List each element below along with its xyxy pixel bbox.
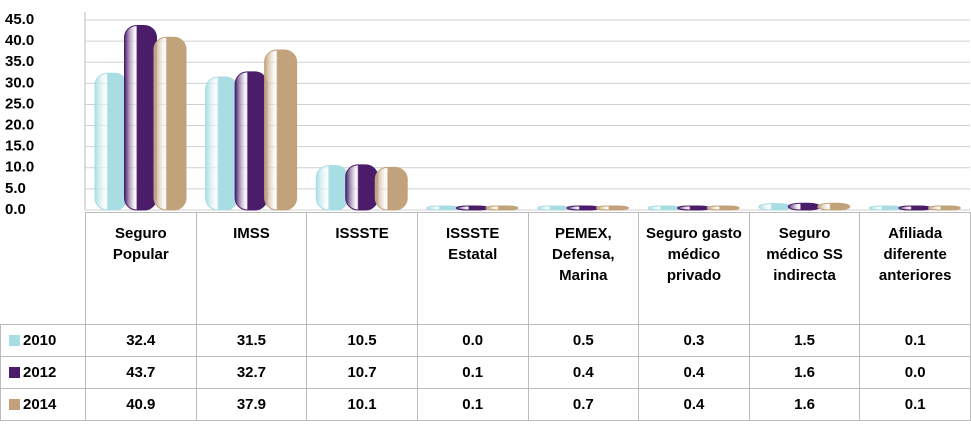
x-tick-label: PEMEX, Defensa, Marina (527, 212, 640, 325)
y-tick-label: 5.0 (5, 180, 26, 197)
bar (566, 205, 600, 211)
y-tick-label: 40.0 (5, 32, 34, 49)
bar (868, 205, 902, 211)
data-label: 1.6 (748, 356, 861, 389)
legend-swatch (9, 367, 20, 378)
data-label: 1.6 (748, 388, 861, 421)
y-tick-label: 10.0 (5, 159, 34, 176)
x-tick-label: ISSSTE (306, 212, 418, 325)
series-row: 2010 32.4 31.5 10.5 0.0 0.5 0.3 1.5 0.1 (0, 324, 971, 357)
bar (647, 205, 681, 211)
data-label: 37.9 (195, 388, 308, 421)
bar (596, 205, 629, 211)
data-label: 31.5 (195, 324, 308, 357)
bar (153, 36, 187, 211)
x-tick-label: Seguro médico SS indirecta (748, 212, 861, 325)
y-tick-label: 30.0 (5, 74, 34, 91)
data-label: 0.7 (527, 388, 640, 421)
legend-entry: 2012 (0, 356, 86, 389)
data-label: 10.1 (306, 388, 418, 421)
bar (455, 205, 489, 211)
data-label: 0.1 (416, 356, 529, 389)
bar (264, 49, 298, 211)
bar (94, 72, 128, 211)
y-tick-label: 20.0 (5, 117, 34, 134)
data-table: Seguro Popular IMSS ISSSTE ISSSTE Estatal PE… (0, 212, 971, 421)
data-label: 10.7 (306, 356, 418, 389)
data-label: 40.9 (85, 388, 197, 421)
legend-swatch (9, 335, 20, 346)
y-tick-label: 35.0 (5, 53, 34, 70)
data-label: 0.3 (638, 324, 750, 357)
bar (817, 202, 851, 211)
data-label: 32.4 (85, 324, 197, 357)
bar (787, 202, 821, 211)
series-row: 2012 43.7 32.7 10.7 0.1 0.4 0.4 1.6 0.0 (0, 356, 971, 389)
data-label: 0.4 (527, 356, 640, 389)
x-tick-label: IMSS (195, 212, 308, 325)
bar (315, 165, 349, 211)
bar (537, 205, 570, 211)
y-tick-label: 45.0 (5, 11, 34, 28)
bar (927, 205, 961, 211)
y-tick-label: 0.0 (5, 201, 26, 215)
x-tick-label: Afiliada diferente anteriores (859, 212, 971, 325)
series-row: 2014 40.9 37.9 10.1 0.1 0.7 0.4 1.6 0.1 (0, 388, 971, 421)
y-tick-label: 25.0 (5, 95, 34, 112)
data-label: 0.5 (527, 324, 640, 357)
legend-swatch (9, 399, 20, 410)
data-label: 0.1 (859, 324, 971, 357)
bar (677, 205, 711, 211)
bar (124, 24, 157, 211)
data-label: 10.5 (306, 324, 418, 357)
chart: 0.0 5.0 10.0 15.0 20.0 25.0 30.0 35.0 40.0 45.0 (5, 11, 970, 215)
bar (205, 76, 239, 211)
bar (758, 203, 792, 211)
data-label: 0.4 (638, 356, 750, 389)
legend-entry: 2010 (0, 324, 86, 357)
data-label: 0.0 (859, 356, 971, 389)
data-label: 43.7 (85, 356, 197, 389)
bar (374, 166, 408, 211)
x-tick-label: Seguro Popular (85, 212, 197, 325)
data-label: 0.0 (416, 324, 529, 357)
data-label: 0.4 (638, 388, 750, 421)
bar (234, 71, 268, 211)
bar (898, 205, 932, 211)
legend-label: 2012 (23, 364, 57, 381)
data-label: 0.1 (859, 388, 971, 421)
data-label: 1.5 (748, 324, 861, 357)
bar (485, 205, 519, 211)
bar (345, 164, 379, 211)
x-tick-label: ISSSTE Estatal (416, 212, 529, 325)
data-label: 0.1 (416, 388, 529, 421)
bar (426, 205, 460, 211)
corner (0, 212, 86, 325)
y-tick-label: 15.0 (5, 138, 34, 155)
bar (706, 205, 740, 211)
data-label: 32.7 (195, 356, 308, 389)
x-tick-label: Seguro gasto médico privado (638, 212, 750, 325)
legend-label: 2014 (23, 396, 57, 413)
legend-label: 2010 (23, 332, 57, 349)
legend-entry: 2014 (0, 388, 86, 421)
category-row: Seguro Popular IMSS ISSSTE ISSSTE Estatal PE… (0, 212, 971, 325)
